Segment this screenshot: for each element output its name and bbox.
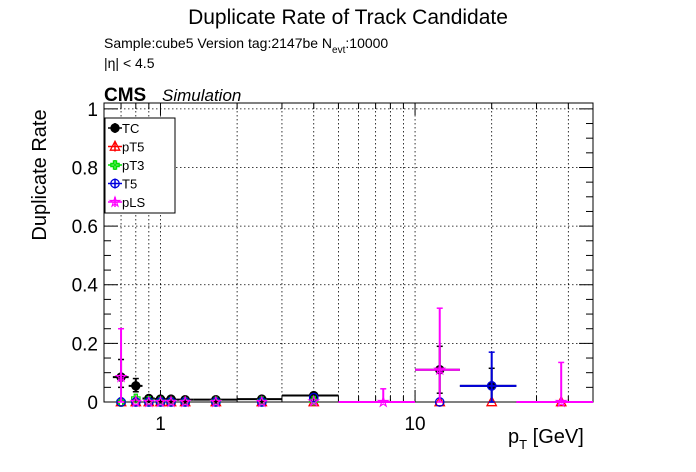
legend-marker [108, 195, 122, 208]
data-point [209, 395, 223, 408]
data-points [112, 307, 593, 408]
sample-info-prefix: Sample:cube5 Version tag:2147be N [104, 35, 332, 51]
legend-marker [110, 160, 120, 170]
eta-cut-label: |η| < 4.5 [104, 55, 155, 71]
y-tick-label: 0.4 [72, 276, 99, 297]
cms-label: CMS [104, 85, 146, 106]
legend-entry-TC: TC [108, 121, 139, 136]
data-point [164, 395, 178, 408]
x-axis-label-p: p [508, 426, 519, 448]
data-point [486, 381, 497, 391]
x-axis-label-sub: T [519, 437, 527, 452]
plot-frame [103, 102, 594, 403]
data-point [114, 370, 128, 383]
nevt-subscript: evt [332, 45, 346, 56]
y-tick-label: 0.2 [72, 334, 98, 355]
series-TC [112, 345, 517, 405]
legend-marker [109, 139, 121, 151]
legend-label: T5 [122, 177, 137, 192]
nevt-value: :10000 [345, 35, 388, 51]
data-point [129, 395, 143, 408]
legend-entry-T5: T5 [108, 177, 137, 192]
data-point [308, 392, 319, 403]
legend-entry-pT5: pT5 [108, 140, 144, 155]
series-pLS [114, 307, 593, 408]
x-tick-label: 1 [155, 414, 166, 435]
legend-entry-pT3: pT3 [108, 158, 144, 173]
x-axis-label-unit: [GeV] [527, 426, 584, 448]
legend-marker [110, 123, 120, 133]
data-point [131, 381, 141, 391]
legend-label: TC [122, 121, 139, 136]
x-axis-label: pT [GeV] [508, 426, 584, 452]
data-point [154, 395, 167, 408]
simulation-label: Simulation [162, 86, 241, 105]
legend-entry-pLS: pLS [108, 195, 145, 210]
legend-box [104, 117, 176, 214]
y-axis-label: Duplicate Rate [29, 109, 51, 240]
data-point [376, 395, 390, 408]
legend-marker [110, 178, 120, 189]
legend: TC pT5 pT3 T5 pLS [104, 117, 176, 214]
data-point [307, 394, 321, 407]
y-tick-label: 1 [87, 100, 98, 121]
chart-title: Duplicate Rate of Track Candidate [188, 6, 508, 29]
grid-lines [104, 103, 593, 403]
x-tick-label: 10 [404, 414, 425, 435]
legend-label: pT5 [122, 140, 144, 155]
data-point [178, 395, 192, 408]
data-point [554, 395, 568, 408]
legend-label: pT3 [122, 158, 144, 173]
y-tick-label: 0 [87, 393, 98, 414]
legend-label: pLS [122, 195, 145, 210]
data-point [433, 362, 447, 376]
y-tick-label: 0.6 [72, 217, 98, 238]
sample-info: Sample:cube5 Version tag:2147be Nevt:100… [104, 35, 388, 56]
data-point [142, 395, 156, 408]
data-point [255, 395, 269, 408]
y-tick-label: 0.8 [72, 158, 98, 179]
